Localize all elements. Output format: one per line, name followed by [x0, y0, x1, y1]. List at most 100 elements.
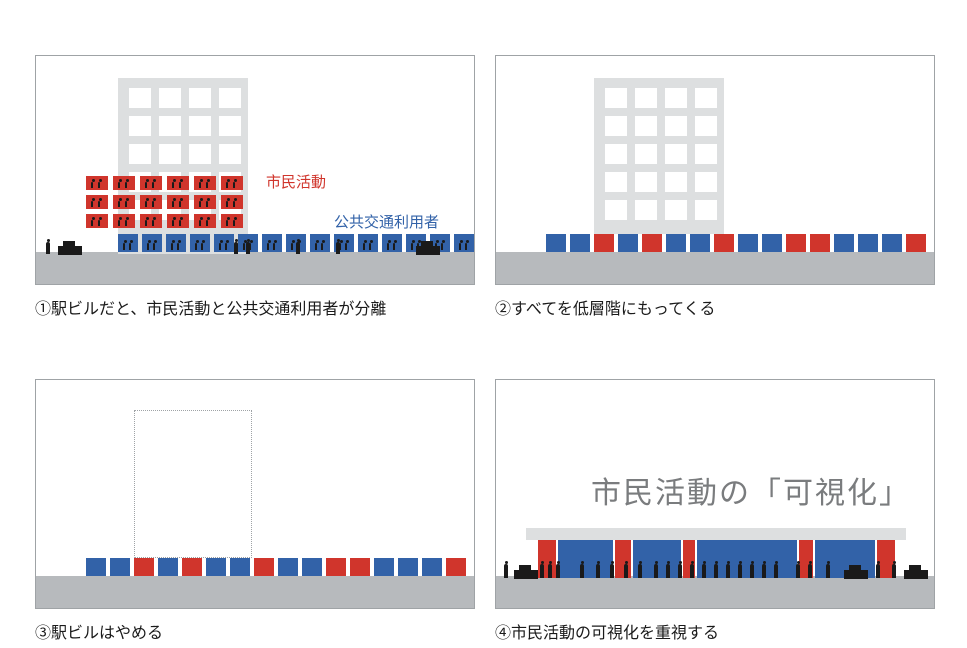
ground [496, 576, 934, 608]
car-icon [416, 246, 440, 255]
civic-cell [113, 195, 135, 209]
tower-window [129, 144, 151, 164]
civic-cell [167, 176, 189, 190]
scene-4: 市民活動の「可視化」 [495, 379, 935, 609]
person-icon [638, 564, 642, 578]
person-icon [702, 564, 706, 578]
strip-cell [618, 234, 638, 252]
transit-cell [118, 234, 138, 252]
person-icon [690, 564, 694, 578]
civic-cell [221, 176, 243, 190]
tower-window [695, 88, 717, 108]
strip-cell [786, 234, 806, 252]
caption-4: ④市民活動の可視化を重視する [495, 619, 935, 643]
person-icon [556, 564, 560, 578]
person-icon [666, 564, 670, 578]
panel-2: ②すべてを低層階にもってくる [495, 55, 935, 319]
tower-window [695, 144, 717, 164]
ground [36, 576, 474, 608]
strip-cell [326, 558, 346, 576]
person-icon [892, 564, 896, 578]
tower-window [129, 116, 151, 136]
transit-cell [166, 234, 186, 252]
strip-cell [834, 234, 854, 252]
strip-cell [810, 234, 830, 252]
panel-1: 市民活動公共交通利用者 ①駅ビルだと、市民活動と公共交通利用者が分離 [35, 55, 475, 319]
tower-window [635, 116, 657, 136]
civic-cell [167, 195, 189, 209]
civic-cell [113, 214, 135, 228]
person-icon [548, 564, 552, 578]
scene-2 [495, 55, 935, 285]
caption-2: ②すべてを低層階にもってくる [495, 295, 935, 319]
strip-cell [882, 234, 902, 252]
strip-cell [302, 558, 322, 576]
strip-cell [594, 234, 614, 252]
tower-window [665, 88, 687, 108]
civic-cell [221, 214, 243, 228]
person-icon [750, 564, 754, 578]
person-icon [876, 564, 880, 578]
strip-cell [738, 234, 758, 252]
transit-cell [454, 234, 474, 252]
person-icon [610, 564, 614, 578]
tower-window [665, 116, 687, 136]
car-icon [904, 570, 928, 579]
strip-cell [182, 558, 202, 576]
civic-cell [113, 176, 135, 190]
person-icon [762, 564, 766, 578]
person-icon [336, 242, 340, 254]
strip-cell [110, 558, 130, 576]
transit-cell [382, 234, 402, 252]
strip-cell [714, 234, 734, 252]
person-icon [738, 564, 742, 578]
caption-3: ③駅ビルはやめる [35, 619, 475, 643]
strip-cell [546, 234, 566, 252]
tower-window [159, 116, 181, 136]
strip-cell [690, 234, 710, 252]
panel-4: 市民活動の「可視化」 ④市民活動の可視化を重視する [495, 379, 935, 643]
person-icon [624, 564, 628, 578]
civic-cell [140, 176, 162, 190]
transit-cell [214, 234, 234, 252]
person-icon [504, 564, 508, 578]
strip-cell [398, 558, 418, 576]
roof [526, 528, 906, 540]
civic-cell [194, 214, 216, 228]
transit-cell [262, 234, 282, 252]
tower-window [665, 144, 687, 164]
person-icon [826, 564, 830, 578]
tower-window [635, 88, 657, 108]
facade-segment [697, 540, 797, 578]
transit-cell [358, 234, 378, 252]
tower-window [159, 144, 181, 164]
civic-cell [86, 214, 108, 228]
tower-window [605, 116, 627, 136]
tower-window [695, 116, 717, 136]
strip-cell [906, 234, 926, 252]
tower-window [219, 144, 241, 164]
tower-window [695, 200, 717, 220]
person-icon [678, 564, 682, 578]
person-icon [296, 242, 300, 254]
person-icon [714, 564, 718, 578]
tower-window [219, 116, 241, 136]
scene-3 [35, 379, 475, 609]
tower-window [219, 88, 241, 108]
civic-cell [140, 195, 162, 209]
strip-cell [206, 558, 226, 576]
tower-window [665, 200, 687, 220]
strip-cell [446, 558, 466, 576]
strip-cell [858, 234, 878, 252]
tower-window [635, 200, 657, 220]
facade-segment [558, 540, 613, 578]
strip-cell [422, 558, 442, 576]
tower-window [189, 144, 211, 164]
strip-cell [158, 558, 178, 576]
civic-cell [221, 195, 243, 209]
person-icon [540, 564, 544, 578]
strip-cell [666, 234, 686, 252]
strip-cell [642, 234, 662, 252]
civic-cell [140, 214, 162, 228]
strip-cell [762, 234, 782, 252]
